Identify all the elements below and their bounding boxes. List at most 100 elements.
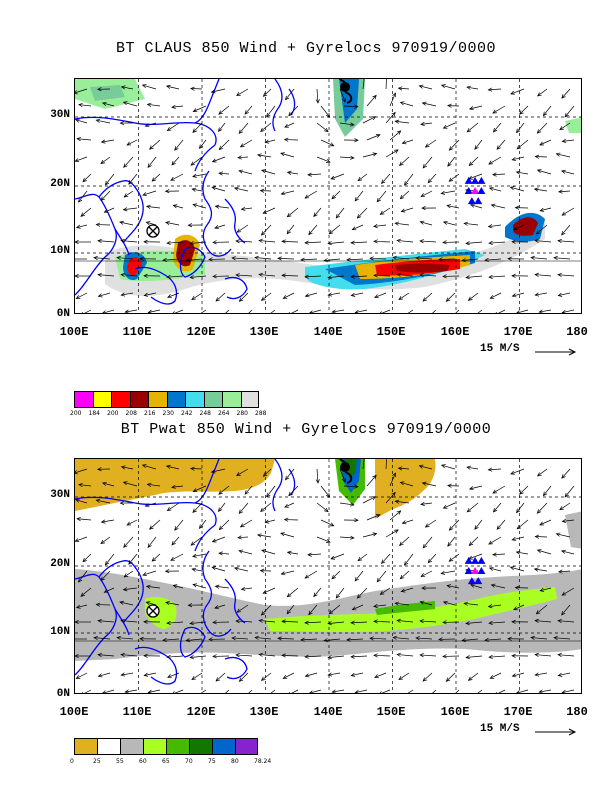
colorbar-swatch — [74, 391, 93, 408]
wind-vector — [493, 502, 502, 513]
wind-vector-head — [75, 653, 79, 659]
wind-vector — [535, 292, 548, 296]
wind-vector — [147, 483, 161, 487]
wind-vector — [324, 638, 341, 641]
wind-vector-head — [342, 477, 346, 483]
wind-vector — [425, 519, 437, 528]
wind-vector-head — [490, 203, 496, 208]
wind-vector — [531, 257, 548, 260]
panel1-lon-160e: 160E — [440, 325, 470, 339]
wind-vector-head — [116, 255, 121, 260]
wind-vector — [558, 274, 575, 277]
wind-vector — [320, 485, 330, 498]
wind-vector-head — [208, 637, 213, 642]
wind-vector — [119, 601, 134, 606]
colorbar-label: 60 — [139, 758, 147, 765]
wind-vector-head — [147, 309, 152, 313]
wind-vector-head — [328, 230, 334, 235]
wind-vector — [393, 257, 410, 260]
wind-vector — [513, 224, 525, 230]
wind-vector-head — [398, 295, 403, 301]
wind-vector-head — [440, 190, 446, 195]
wind-vector-head — [283, 137, 289, 142]
wind-vector-head — [171, 104, 176, 109]
wind-vector — [76, 604, 88, 608]
colorbar-swatch — [166, 391, 185, 408]
wind-vector — [488, 224, 502, 228]
wind-vector — [510, 566, 525, 572]
wind-vector — [448, 173, 460, 182]
wind-vector-head — [557, 238, 562, 243]
wind-vector — [466, 241, 483, 244]
wind-vector-head — [198, 144, 204, 149]
wind-vector-head — [539, 587, 545, 592]
wind-vector-head — [75, 224, 81, 229]
wind-vector — [362, 116, 376, 124]
wind-vector-head — [442, 220, 448, 225]
gyre-triangle — [464, 187, 473, 194]
wind-vector — [215, 205, 230, 209]
wind-vector-head — [214, 584, 220, 589]
wind-vector — [305, 672, 318, 677]
wind-vector-head — [309, 310, 313, 313]
wind-vector-head — [141, 84, 147, 89]
wind-vector-head — [396, 238, 401, 243]
wind-vector — [123, 101, 138, 107]
wind-vector — [117, 637, 134, 640]
wind-vector — [543, 105, 552, 116]
wind-vector-head — [561, 549, 566, 554]
wind-vector — [281, 620, 299, 623]
wind-vector-head — [391, 111, 396, 117]
wind-vector-head — [147, 163, 152, 168]
wind-vector — [173, 205, 184, 209]
wind-vector-head — [399, 481, 405, 486]
wind-vector-head — [561, 518, 567, 524]
wind-vector — [170, 553, 184, 561]
wind-vector — [225, 309, 230, 313]
wind-vector-head — [492, 489, 498, 494]
wind-vector — [101, 519, 115, 523]
wind-vector — [539, 689, 552, 693]
wind-vector-head — [467, 296, 473, 301]
wind-vector-head — [258, 652, 263, 657]
wind-vector — [422, 156, 433, 169]
wind-vector-head — [561, 230, 566, 236]
wind-vector — [561, 170, 575, 175]
wind-vector-head — [236, 228, 242, 233]
colorbar-label: 200 — [70, 410, 82, 417]
wind-vector — [516, 171, 529, 175]
gyre-triangle — [467, 577, 476, 585]
wind-vector — [558, 620, 575, 623]
panel2-map — [74, 458, 582, 694]
wind-vector-head — [189, 275, 194, 280]
wind-vector — [489, 655, 506, 658]
wind-vector — [468, 553, 483, 560]
wind-vector — [261, 604, 272, 616]
wind-vector — [163, 638, 180, 641]
wind-vector-head — [422, 543, 427, 549]
wind-vector-head — [325, 492, 331, 498]
wind-vector — [374, 672, 387, 678]
wind-vector — [477, 689, 483, 693]
wind-vector-head — [536, 509, 542, 514]
wind-vector — [124, 570, 134, 578]
wind-vector — [354, 190, 364, 202]
wind-vector-head — [101, 101, 107, 106]
gyre-triangle — [464, 567, 473, 574]
wind-vector — [537, 88, 548, 97]
colorbar-swatch — [120, 738, 143, 755]
wind-vector-head — [244, 110, 249, 115]
wind-vector-head — [468, 486, 474, 491]
wind-vector — [320, 139, 334, 147]
wind-vector-head — [350, 620, 355, 625]
wind-vector-head — [282, 295, 288, 299]
wind-vector — [100, 156, 111, 164]
panel2-lat-20n: 20N — [50, 558, 70, 570]
wind-vector — [422, 536, 433, 549]
wind-vector-head — [438, 257, 443, 262]
wind-vector-head — [394, 221, 400, 226]
wind-vector-head — [555, 532, 561, 537]
wind-vector-head — [244, 490, 249, 495]
wind-vector — [343, 485, 358, 488]
wind-vector — [200, 309, 207, 313]
